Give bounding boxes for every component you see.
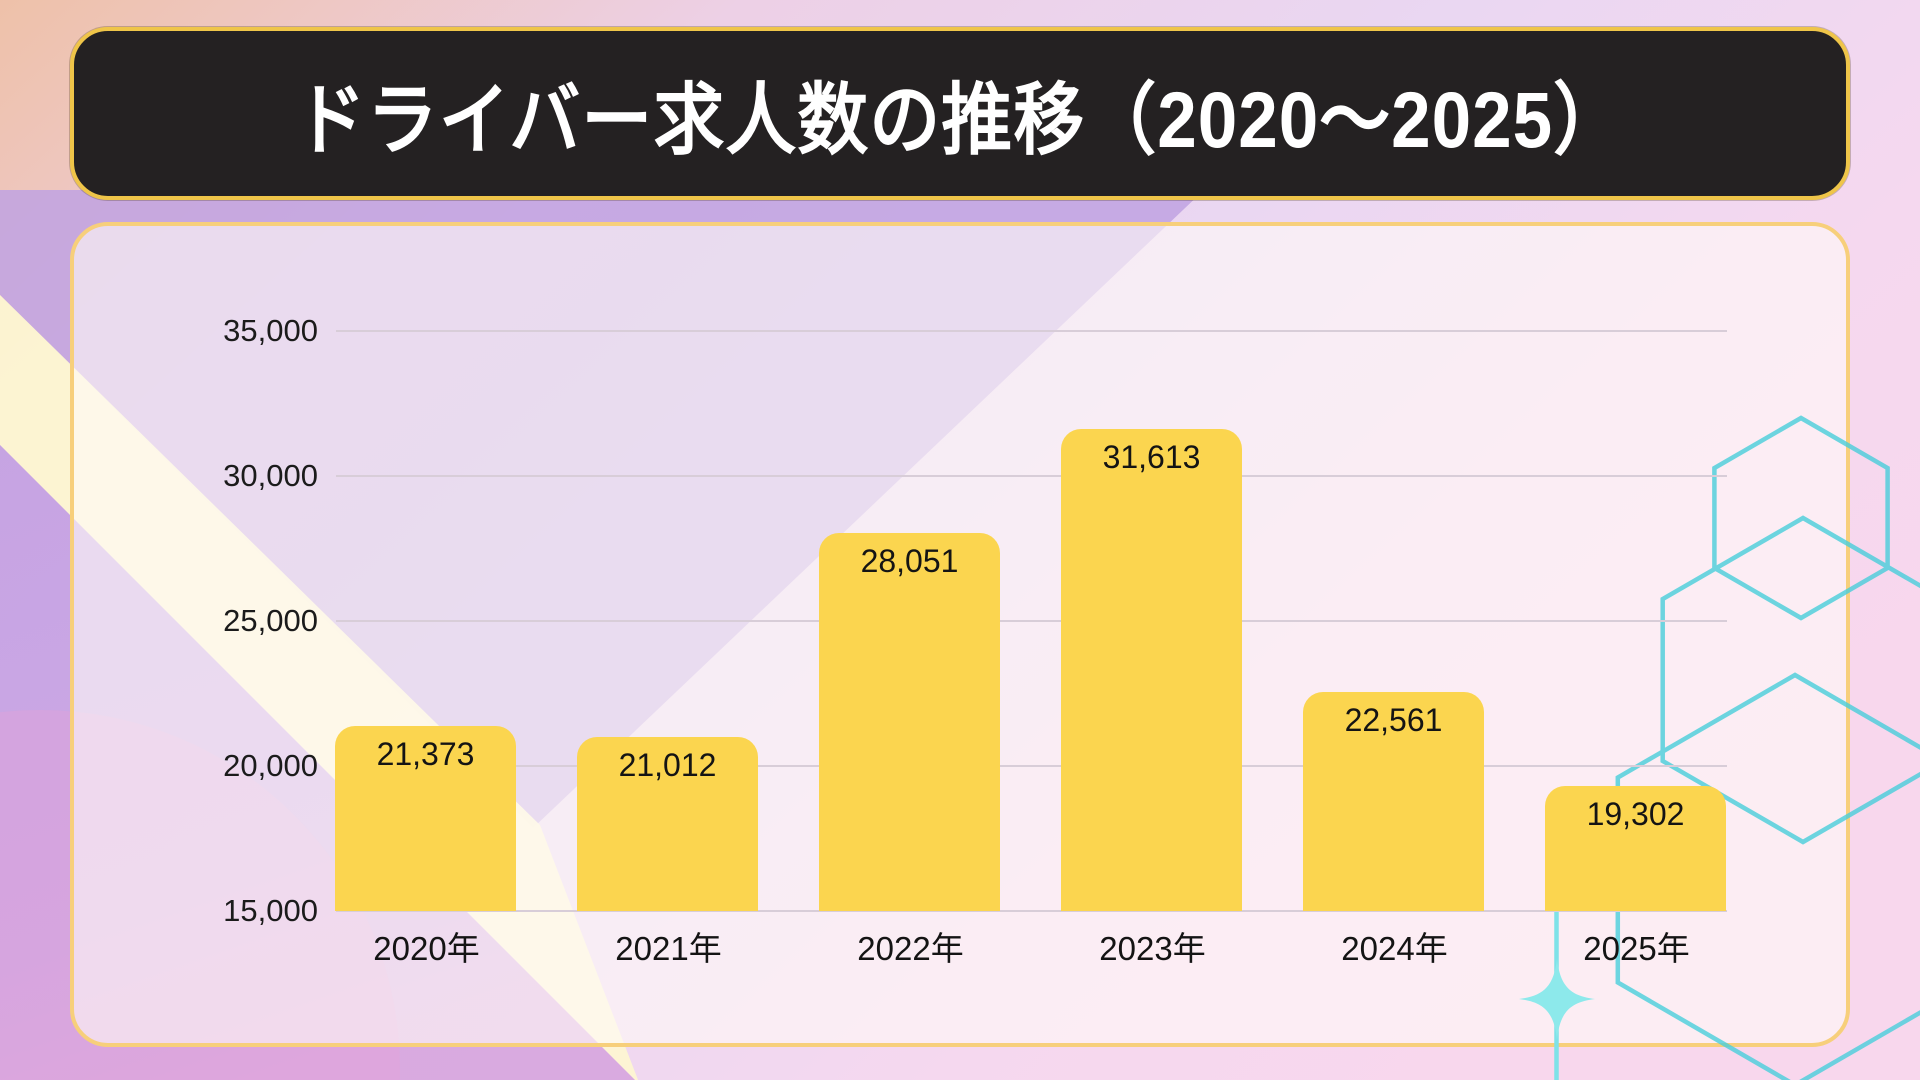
- x-axis-label: 2022年: [857, 930, 964, 967]
- y-axis-label: 25,000: [223, 603, 318, 638]
- bar-2021年: 21,012: [577, 736, 758, 911]
- chart-title: ドライバー求人数の推移（2020～2025）: [294, 75, 1626, 164]
- y-axis-label: 30,000: [223, 458, 318, 493]
- gridline: [336, 910, 1727, 912]
- y-axis-label: 20,000: [223, 748, 318, 783]
- gridline: [336, 330, 1727, 332]
- bar-value-label: 21,012: [618, 746, 717, 783]
- hexagon-icon: [1615, 672, 1920, 1080]
- x-axis-label: 2025年: [1583, 930, 1690, 967]
- hexagon-icon: [1712, 415, 1890, 621]
- bar-2025年: 19,302: [1545, 786, 1726, 911]
- chart-title-box: ドライバー求人数の推移（2020～2025）: [70, 27, 1850, 200]
- hexagon-icon: [1660, 515, 1920, 845]
- x-axis-label: 2021年: [615, 930, 722, 967]
- bar-2024年: 22,561: [1303, 691, 1484, 911]
- y-axis-label: 35,000: [223, 313, 318, 348]
- x-axis-label: 2020年: [373, 930, 480, 967]
- x-axis-label: 2023年: [1099, 930, 1206, 967]
- bar-2022年: 28,051: [819, 532, 1000, 911]
- bar-value-label: 28,051: [860, 542, 959, 579]
- gridline: [336, 620, 1727, 622]
- bar-value-label: 31,613: [1102, 439, 1201, 476]
- y-axis-label: 15,000: [223, 893, 318, 928]
- gridline: [336, 475, 1727, 477]
- bar-value-label: 19,302: [1586, 796, 1685, 833]
- x-axis-label: 2024年: [1341, 930, 1448, 967]
- gridline: [336, 765, 1727, 767]
- sparkle-icon: [1519, 958, 1595, 1040]
- bar-value-label: 21,373: [376, 736, 475, 773]
- bar-2023年: 31,613: [1061, 429, 1242, 911]
- bar-2020年: 21,373: [335, 726, 516, 911]
- bar-value-label: 22,561: [1344, 701, 1443, 738]
